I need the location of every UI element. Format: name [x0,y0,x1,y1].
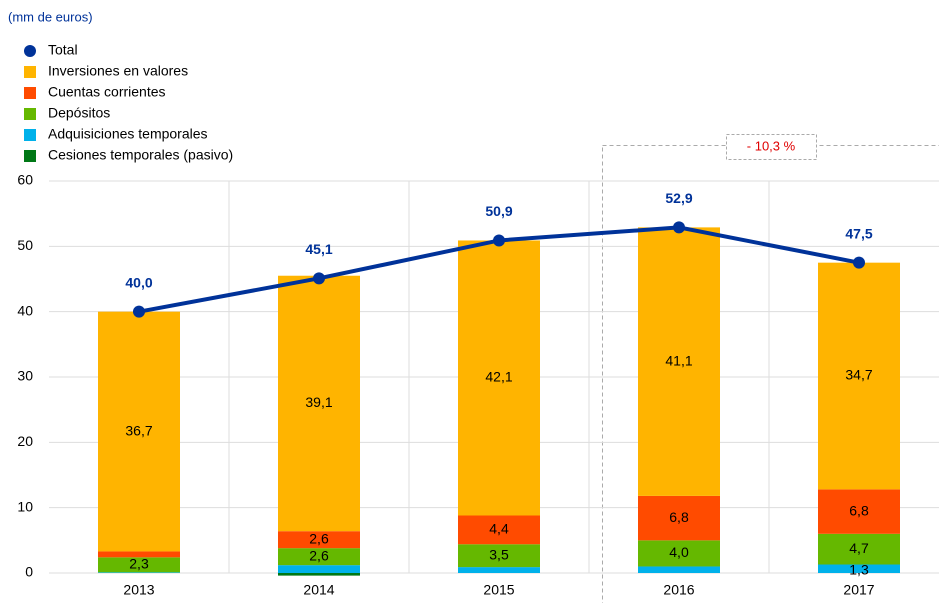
bar-segment [278,565,360,573]
data-label: 6,8 [849,502,869,518]
data-label: 2,3 [129,556,149,572]
total-label: 47,5 [845,225,872,241]
legend-label: Adquisiciones temporales [48,126,208,142]
bar-segment [458,544,540,568]
annotation-box [726,134,817,160]
bar-segment [98,572,180,573]
bar-segment [98,311,180,552]
y-tick-label: 40 [17,302,33,318]
x-tick-label: 2014 [303,582,334,598]
legend-label: Cuentas corrientes [48,84,166,100]
bar-segment [98,557,180,573]
legend-marker [24,129,36,141]
bar-segment [638,227,720,496]
legend-marker [24,150,36,162]
chart-subtitle: (mm de euros) [8,9,93,24]
total-label: 50,9 [485,203,512,219]
legend-marker [24,108,36,120]
y-tick-label: 0 [25,564,33,580]
total-label: 40,0 [125,274,152,290]
total-label: 52,9 [665,190,692,206]
total-point [673,221,685,234]
y-tick-label: 50 [17,237,33,253]
data-label: 4,0 [669,544,689,560]
annotation: - 10,3 % [747,138,796,153]
legend-label: Depósitos [48,105,110,121]
y-tick-label: 20 [17,433,33,449]
bar-segment [638,540,720,567]
legend-marker [24,87,36,99]
bar-segment [278,275,360,532]
total-point [853,256,865,269]
legend-label: Total [48,42,78,58]
data-label: 3,5 [489,546,509,562]
bar-segment [818,533,900,565]
data-label: 2,6 [309,530,329,546]
legend-label: Cesiones temporales (pasivo) [48,147,233,163]
data-label: 41,1 [665,352,692,368]
total-point [493,234,505,247]
x-tick-label: 2015 [483,582,514,598]
legend-marker [24,45,36,57]
bar-segment [638,495,720,541]
bar-segment [818,564,900,573]
data-label: 4,4 [489,521,509,537]
legend-marker [24,66,36,78]
x-tick-label: 2017 [843,582,874,598]
total-label: 45,1 [305,241,332,257]
bar-segment [818,262,900,490]
data-label: 1,3 [849,562,869,578]
bar-segment [98,551,180,558]
y-tick-label: 30 [17,368,33,384]
data-label: 2,6 [309,547,329,563]
data-label: 4,7 [849,540,869,556]
x-tick-label: 2016 [663,582,694,598]
bar-segment [458,567,540,573]
y-tick-label: 60 [17,172,33,188]
bar-segment [818,489,900,534]
total-point [133,305,145,318]
highlight-box [602,145,939,603]
total-point [313,272,325,285]
y-tick-label: 10 [17,498,33,514]
legend-label: Inversiones en valores [48,63,188,79]
data-label: 36,7 [125,422,152,438]
data-label: 42,1 [485,369,512,385]
bar-segment [278,573,360,576]
x-tick-label: 2013 [123,582,154,598]
data-label: 39,1 [305,394,332,410]
bar-segment [278,531,360,549]
bar-segment [638,566,720,573]
data-label: 6,8 [669,509,689,525]
bar-segment [458,240,540,516]
data-label: 34,7 [845,367,872,383]
bar-segment [458,515,540,545]
bar-segment [278,548,360,566]
